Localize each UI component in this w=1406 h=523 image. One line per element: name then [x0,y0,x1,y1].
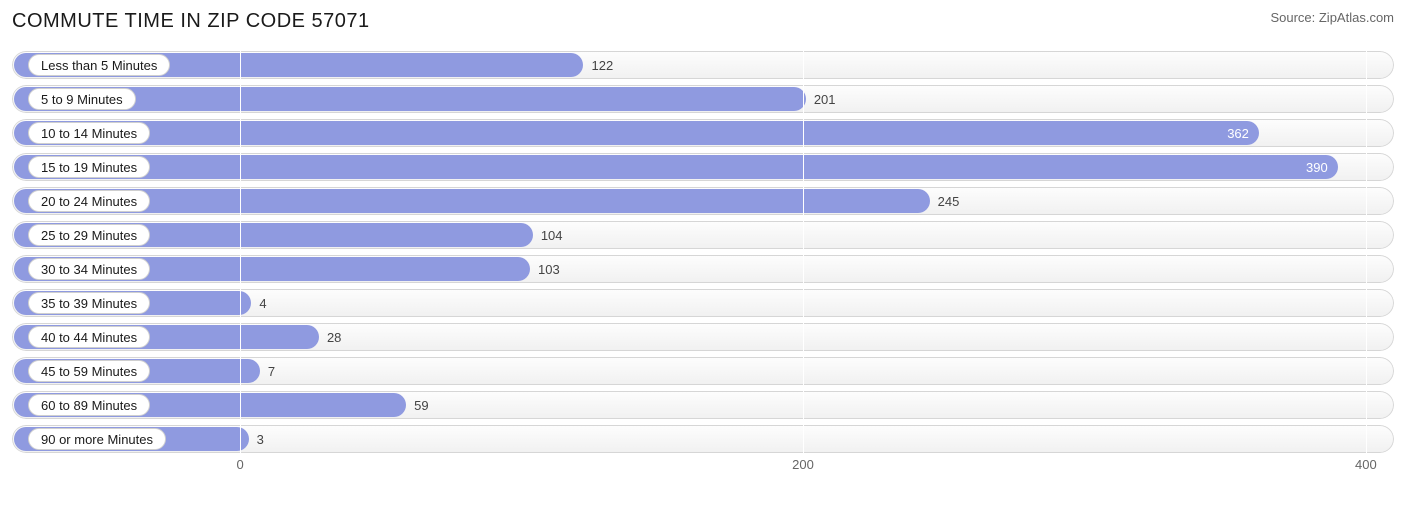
bar-label: 30 to 34 Minutes [28,258,150,280]
bar-value: 28 [319,323,341,351]
gridline [1366,51,1367,453]
bar-value: 122 [583,51,613,79]
bar-value: 201 [806,85,836,113]
bar-row: 59 60 to 89 Minutes [12,391,1394,419]
bar-label: 15 to 19 Minutes [28,156,150,178]
bar-value: 104 [533,221,563,249]
bar-row: 201 5 to 9 Minutes [12,85,1394,113]
bar-value: 390 [1306,160,1328,175]
chart-container: COMMUTE TIME IN ZIP CODE 57071 Source: Z… [0,0,1406,523]
bar-label: 40 to 44 Minutes [28,326,150,348]
bar-fill: 362 [14,121,1259,145]
bar-value: 103 [530,255,560,283]
bar-row: 4 35 to 39 Minutes [12,289,1394,317]
bar-label: Less than 5 Minutes [28,54,170,76]
gridline [240,51,241,453]
bar-label: 45 to 59 Minutes [28,360,150,382]
bar-label: 60 to 89 Minutes [28,394,150,416]
bar-label: 90 or more Minutes [28,428,166,450]
bar-label: 5 to 9 Minutes [28,88,136,110]
x-axis: 0 200 400 [12,457,1394,487]
axis-tick: 0 [237,457,244,472]
bar-value: 4 [251,289,266,317]
bar-value: 245 [930,187,960,215]
bar-value: 7 [260,357,275,385]
bar-label: 35 to 39 Minutes [28,292,150,314]
axis-tick: 200 [792,457,814,472]
bar-label: 20 to 24 Minutes [28,190,150,212]
plot-area: 122 Less than 5 Minutes 201 5 to 9 Minutes 3… [12,51,1394,487]
bar-row: 362 10 to 14 Minutes [12,119,1394,147]
bar-rows: 122 Less than 5 Minutes 201 5 to 9 Minutes 3… [12,51,1394,453]
bar-label: 25 to 29 Minutes [28,224,150,246]
bar-label: 10 to 14 Minutes [28,122,150,144]
bar-row: 390 15 to 19 Minutes [12,153,1394,181]
chart-title: COMMUTE TIME IN ZIP CODE 57071 [12,10,370,33]
bar-value: 59 [406,391,428,419]
bar-row: 7 45 to 59 Minutes [12,357,1394,385]
header: COMMUTE TIME IN ZIP CODE 57071 Source: Z… [12,10,1394,33]
chart-source: Source: ZipAtlas.com [1270,10,1394,25]
bar-row: 122 Less than 5 Minutes [12,51,1394,79]
bar-row: 28 40 to 44 Minutes [12,323,1394,351]
bar-row: 3 90 or more Minutes [12,425,1394,453]
bar-value: 3 [249,425,264,453]
bar-row: 104 25 to 29 Minutes [12,221,1394,249]
bar-fill [14,189,930,213]
bar-fill: 390 [14,155,1338,179]
gridline [803,51,804,453]
axis-tick: 400 [1355,457,1377,472]
bar-value: 362 [1227,126,1249,141]
bar-row: 103 30 to 34 Minutes [12,255,1394,283]
bar-row: 245 20 to 24 Minutes [12,187,1394,215]
